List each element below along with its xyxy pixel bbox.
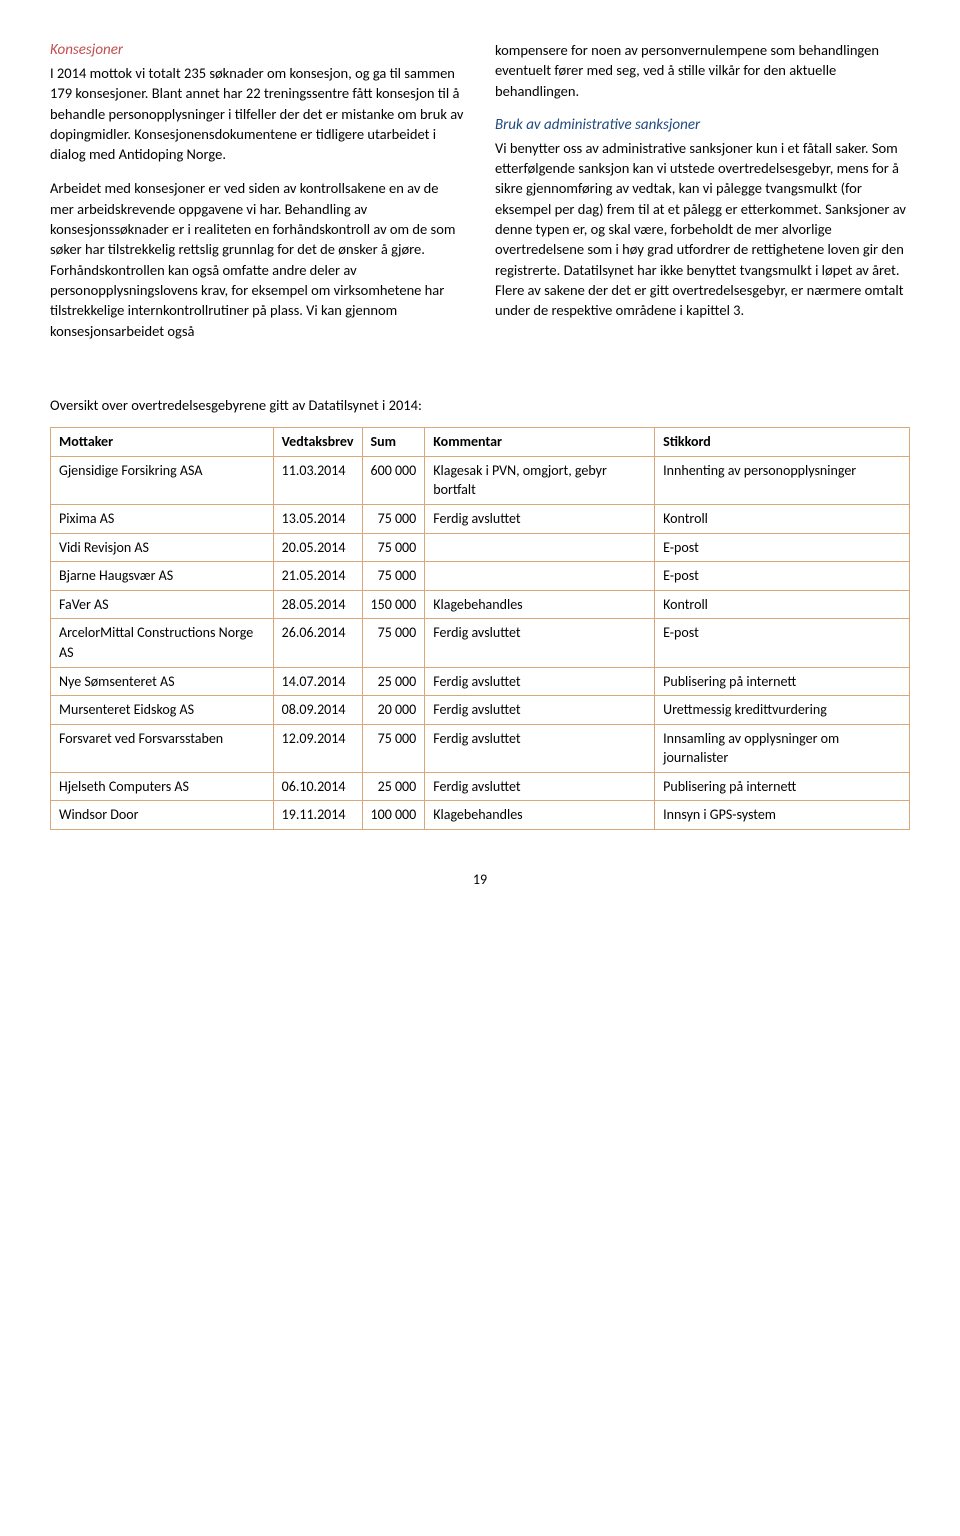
table-cell: 06.10.2014 [273,772,362,801]
table-row: Vidi Revisjon AS20.05.201475 000 E-post [51,533,910,562]
right-para-1: kompensere for noen av personvernulempen… [495,40,910,101]
table-cell: Kontroll [655,590,910,619]
right-column: kompensere for noen av personvernulempen… [495,40,910,355]
table-cell: 21.05.2014 [273,562,362,591]
table-cell: Mursenteret Eidskog AS [51,696,274,725]
table-row: Hjelseth Computers AS06.10.201425 000Fer… [51,772,910,801]
table-cell: Ferdig avsluttet [425,696,655,725]
sanksjoner-heading: Bruk av administrative sanksjoner [495,115,910,136]
table-cell: E-post [655,562,910,591]
table-cell: Publisering på internett [655,772,910,801]
table-cell: 75 000 [362,533,425,562]
table-cell: 75 000 [362,724,425,772]
table-cell: Ferdig avsluttet [425,667,655,696]
table-cell: Forsvaret ved Forsvarsstaben [51,724,274,772]
page-number: 19 [50,870,910,890]
table-intro: Oversikt over overtredelsesgebyrene gitt… [50,395,910,415]
table-cell: Windsor Door [51,801,274,830]
table-row: Nye Sømsenteret AS14.07.201425 000Ferdig… [51,667,910,696]
table-cell: Klagebehandles [425,590,655,619]
table-cell: Publisering på internett [655,667,910,696]
left-para-2: Arbeidet med konsesjoner er ved siden av… [50,178,465,340]
table-cell: Vidi Revisjon AS [51,533,274,562]
table-cell: Klagebehandles [425,801,655,830]
table-cell: 100 000 [362,801,425,830]
table-cell: E-post [655,533,910,562]
table-cell: Innsamling av opplysninger om journalist… [655,724,910,772]
left-column: Konsesjoner I 2014 mottok vi totalt 235 … [50,40,465,355]
table-cell: Ferdig avsluttet [425,772,655,801]
table-cell: 13.05.2014 [273,504,362,533]
table-row: ArcelorMittal Constructions Norge AS26.0… [51,619,910,667]
table-cell: Bjarne Haugsvær AS [51,562,274,591]
table-cell: 26.06.2014 [273,619,362,667]
table-cell: Urettmessig kredittvurdering [655,696,910,725]
table-cell: 25 000 [362,772,425,801]
table-row: Windsor Door19.11.2014100 000Klagebehand… [51,801,910,830]
table-cell: Ferdig avsluttet [425,619,655,667]
table-cell [425,533,655,562]
table-row: Gjensidige Forsikring ASA11.03.2014600 0… [51,456,910,504]
konsesjoner-heading: Konsesjoner [50,40,465,61]
table-cell: Innsyn i GPS-system [655,801,910,830]
table-cell: Pixima AS [51,504,274,533]
table-cell: 19.11.2014 [273,801,362,830]
left-para-1: I 2014 mottok vi totalt 235 søknader om … [50,63,465,164]
table-cell: ArcelorMittal Constructions Norge AS [51,619,274,667]
table-cell: Innhenting av personopplysninger [655,456,910,504]
gebyr-table: Mottaker Vedtaksbrev Sum Kommentar Stikk… [50,427,910,830]
table-cell: Klagesak i PVN, omgjort, gebyr bortfalt [425,456,655,504]
table-cell [425,562,655,591]
th-vedtaksbrev: Vedtaksbrev [273,428,362,457]
table-cell: Gjensidige Forsikring ASA [51,456,274,504]
table-cell: Ferdig avsluttet [425,724,655,772]
table-cell: 150 000 [362,590,425,619]
table-cell: 14.07.2014 [273,667,362,696]
table-cell: Nye Sømsenteret AS [51,667,274,696]
table-cell: 08.09.2014 [273,696,362,725]
table-cell: 28.05.2014 [273,590,362,619]
table-row: Forsvaret ved Forsvarsstaben12.09.201475… [51,724,910,772]
table-cell: 75 000 [362,619,425,667]
th-kommentar: Kommentar [425,428,655,457]
table-row: Pixima AS13.05.201475 000Ferdig avslutte… [51,504,910,533]
table-cell: 25 000 [362,667,425,696]
table-row: Mursenteret Eidskog AS08.09.201420 000Fe… [51,696,910,725]
table-cell: 20 000 [362,696,425,725]
table-row: Bjarne Haugsvær AS21.05.201475 000 E-post [51,562,910,591]
table-cell: 20.05.2014 [273,533,362,562]
table-cell: 600 000 [362,456,425,504]
table-cell: 11.03.2014 [273,456,362,504]
table-row: FaVer AS28.05.2014150 000KlagebehandlesK… [51,590,910,619]
table-cell: Hjelseth Computers AS [51,772,274,801]
right-para-2: Vi benytter oss av administrative sanksj… [495,138,910,321]
table-cell: 12.09.2014 [273,724,362,772]
table-cell: E-post [655,619,910,667]
table-cell: Ferdig avsluttet [425,504,655,533]
table-cell: 75 000 [362,562,425,591]
table-cell: FaVer AS [51,590,274,619]
table-cell: 75 000 [362,504,425,533]
two-column-text: Konsesjoner I 2014 mottok vi totalt 235 … [50,40,910,355]
th-mottaker: Mottaker [51,428,274,457]
th-stikkord: Stikkord [655,428,910,457]
th-sum: Sum [362,428,425,457]
table-header-row: Mottaker Vedtaksbrev Sum Kommentar Stikk… [51,428,910,457]
table-cell: Kontroll [655,504,910,533]
